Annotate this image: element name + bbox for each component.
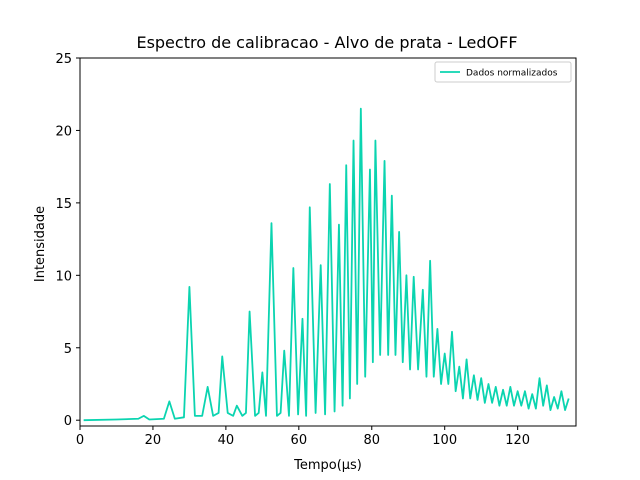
x-tick-label: 20 (145, 433, 162, 448)
data-line (83, 107, 570, 422)
x-tick-label: 100 (432, 433, 457, 448)
y-tick-label: 15 (55, 197, 72, 212)
y-tick-label: 10 (55, 269, 72, 284)
y-tick-label: 5 (64, 342, 72, 357)
y-tick-label: 25 (55, 52, 72, 67)
x-tick-label: 60 (291, 433, 308, 448)
y-tick-label: 0 (64, 414, 72, 429)
y-axis-label: Intensidade (33, 206, 48, 282)
chart-title: Espectro de calibracao - Alvo de prata -… (136, 33, 517, 52)
x-tick-label: 0 (76, 433, 84, 448)
y-tick-label: 20 (55, 124, 72, 139)
x-tick-label: 40 (218, 433, 235, 448)
legend-label: Dados normalizados (466, 69, 558, 79)
plot-frame (79, 57, 577, 427)
x-tick-label: 80 (363, 433, 380, 448)
legend-box (434, 61, 572, 83)
x-tick-label: 120 (505, 433, 530, 448)
x-axis-label: Tempo(μs) (293, 458, 362, 473)
